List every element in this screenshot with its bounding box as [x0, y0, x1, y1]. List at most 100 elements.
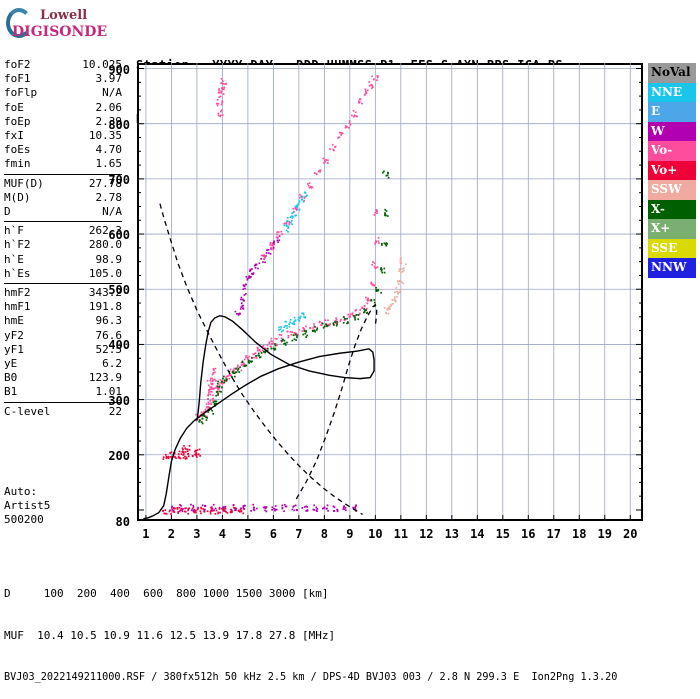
echo-pixel — [384, 213, 386, 216]
echo-pixel — [224, 505, 227, 508]
x-axis-tick-label: 12 — [419, 527, 434, 541]
echo-pixel — [332, 324, 335, 326]
echo-pixel — [197, 453, 200, 455]
echo-pixel — [375, 289, 378, 291]
echo-pixel — [222, 508, 224, 510]
param-value: 1.65 — [95, 157, 123, 171]
echo-pixel — [212, 394, 214, 397]
echo-pixel — [236, 364, 239, 367]
echo-pixel — [206, 510, 209, 513]
legend-item-e[interactable]: E — [648, 102, 696, 122]
echo-pixel — [280, 337, 283, 340]
echo-pixel — [287, 230, 289, 233]
echo-pixel — [257, 354, 260, 357]
legend-item-w[interactable]: W — [648, 121, 696, 141]
echo-pixel — [274, 505, 277, 507]
echo-pixel — [214, 378, 216, 381]
echo-pixel — [224, 376, 227, 379]
echo-pixel — [222, 93, 225, 95]
echo-pixel — [180, 504, 182, 507]
echo-pixel — [336, 509, 339, 512]
param-row: hmE 96.3 — [4, 314, 122, 328]
echo-pixel — [255, 355, 257, 357]
echo-pixel — [355, 115, 357, 117]
echo-pixel — [224, 507, 227, 510]
echo-pixel — [205, 410, 207, 412]
echo-pixel — [168, 510, 171, 513]
series-3 — [260, 75, 379, 260]
echo-pixel — [303, 328, 305, 330]
echo-pixel — [313, 329, 316, 332]
echo-pixel — [234, 371, 237, 374]
param-value: 98.9 — [95, 252, 123, 266]
legend-item-x-[interactable]: X+ — [648, 219, 696, 239]
legend-item-sse[interactable]: SSE — [648, 238, 696, 258]
legend-item-nnw[interactable]: NNW — [648, 258, 696, 278]
echo-pixel — [313, 325, 316, 327]
echo-pixel — [291, 223, 293, 226]
echo-pixel — [223, 86, 226, 89]
param-group-divider — [4, 221, 122, 223]
echo-pixel — [284, 505, 287, 508]
echo-pixel — [200, 512, 202, 515]
echo-pixel — [212, 379, 214, 382]
echo-pixel — [303, 330, 306, 332]
echo-pixel — [364, 88, 367, 91]
echo-pixel — [399, 258, 402, 260]
echo-pixel — [402, 267, 405, 270]
echo-pixel — [186, 448, 189, 451]
echo-pixel — [383, 271, 386, 274]
echo-pixel — [325, 159, 328, 161]
echo-pixel — [275, 343, 278, 346]
echo-pixel — [213, 403, 216, 406]
echo-pixel — [399, 289, 402, 291]
legend-item-x-[interactable]: X- — [648, 199, 696, 219]
echo-pixel — [278, 326, 280, 329]
legend-item-vo-[interactable]: Vo+ — [648, 160, 696, 180]
ionogram-plot[interactable] — [137, 63, 643, 521]
echo-pixel — [178, 506, 181, 509]
echo-pixel — [253, 353, 256, 355]
echo-pixel — [368, 299, 370, 302]
echo-pixel — [312, 508, 315, 511]
legend-item-nne[interactable]: NNE — [648, 82, 696, 102]
x-axis-tick-label: 11 — [393, 527, 409, 541]
echo-pixel — [271, 508, 273, 511]
echo-pixel — [363, 94, 366, 96]
ionospheric-parameters-panel: foF2 10.025 foF1 3.97 foFlp N/A foE 2.06 foEp 2.3… — [4, 58, 122, 419]
echo-pixel — [181, 510, 184, 513]
echo-pixel — [195, 413, 197, 416]
x-axis-tick-label: 1 — [142, 527, 150, 541]
series-6 — [161, 506, 245, 515]
echo-pixel — [184, 458, 187, 460]
echo-pixel — [192, 510, 195, 513]
echo-pixel — [357, 314, 360, 316]
echo-pixel — [372, 86, 374, 89]
echo-pixel — [256, 347, 259, 350]
echo-pixel — [354, 309, 357, 312]
param-row: h`F2 280.0 — [4, 238, 122, 252]
legend-item-vo-[interactable]: Vo- — [648, 141, 696, 161]
echo-pixel — [179, 509, 182, 512]
echo-pixel — [353, 114, 356, 117]
echo-pixel — [291, 217, 294, 219]
echo-pixel — [305, 325, 307, 328]
echo-pixel — [213, 371, 216, 373]
legend-item-ssw[interactable]: SSW — [648, 180, 696, 200]
echo-pixel — [177, 455, 180, 458]
echo-pixel — [292, 322, 294, 325]
echo-pixel — [399, 261, 402, 263]
echo-pixel — [221, 82, 223, 85]
echo-pixel — [390, 305, 392, 307]
echo-pixel — [194, 450, 196, 453]
echo-pixel — [265, 255, 267, 257]
echo-pixel — [215, 385, 218, 388]
param-group-divider — [4, 283, 122, 285]
echo-pixel — [171, 505, 173, 508]
param-row: B0 123.9 — [4, 371, 122, 385]
echo-pixel — [287, 225, 290, 228]
echo-pixel — [342, 316, 345, 318]
legend-item-noval[interactable]: NoVal — [648, 63, 696, 83]
x-axis-tick-label: 7 — [295, 527, 303, 541]
echo-pixel — [232, 370, 234, 373]
